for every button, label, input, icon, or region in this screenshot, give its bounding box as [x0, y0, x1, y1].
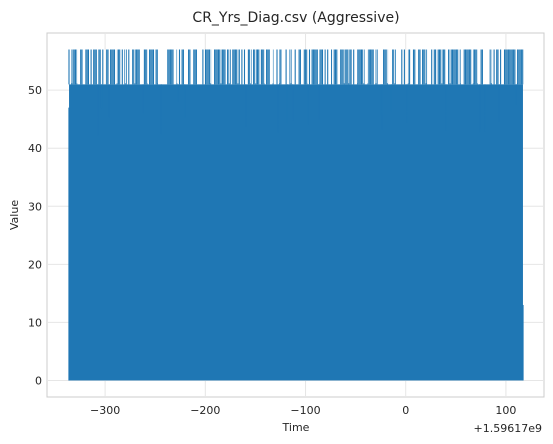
- x-axis-label: Time: [282, 421, 310, 434]
- y-tick-label: 20: [28, 258, 42, 271]
- x-tick-label: −200: [190, 404, 220, 417]
- x-tick-label: 0: [402, 404, 409, 417]
- x-tick-label: −100: [290, 404, 320, 417]
- x-tick-label: −300: [90, 404, 120, 417]
- y-tick-label: 10: [28, 316, 42, 329]
- x-tick-label: 100: [495, 404, 516, 417]
- series-gaps: [71, 49, 518, 84]
- y-tick-label: 50: [28, 84, 42, 97]
- series-line: [68, 49, 524, 381]
- y-tick-label: 40: [28, 142, 42, 155]
- y-axis-label: Value: [8, 200, 21, 230]
- y-tick-label: 0: [35, 374, 42, 387]
- y-tick-label: 30: [28, 200, 42, 213]
- x-offset-label: +1.59617e9: [474, 422, 542, 435]
- series-body: [69, 84, 523, 381]
- x-axis-ticks: −300 −200 −100 0 100: [90, 404, 516, 417]
- chart-title: CR_Yrs_Diag.csv (Aggressive): [192, 10, 399, 26]
- y-axis-ticks: 0 10 20 30 40 50: [28, 84, 42, 387]
